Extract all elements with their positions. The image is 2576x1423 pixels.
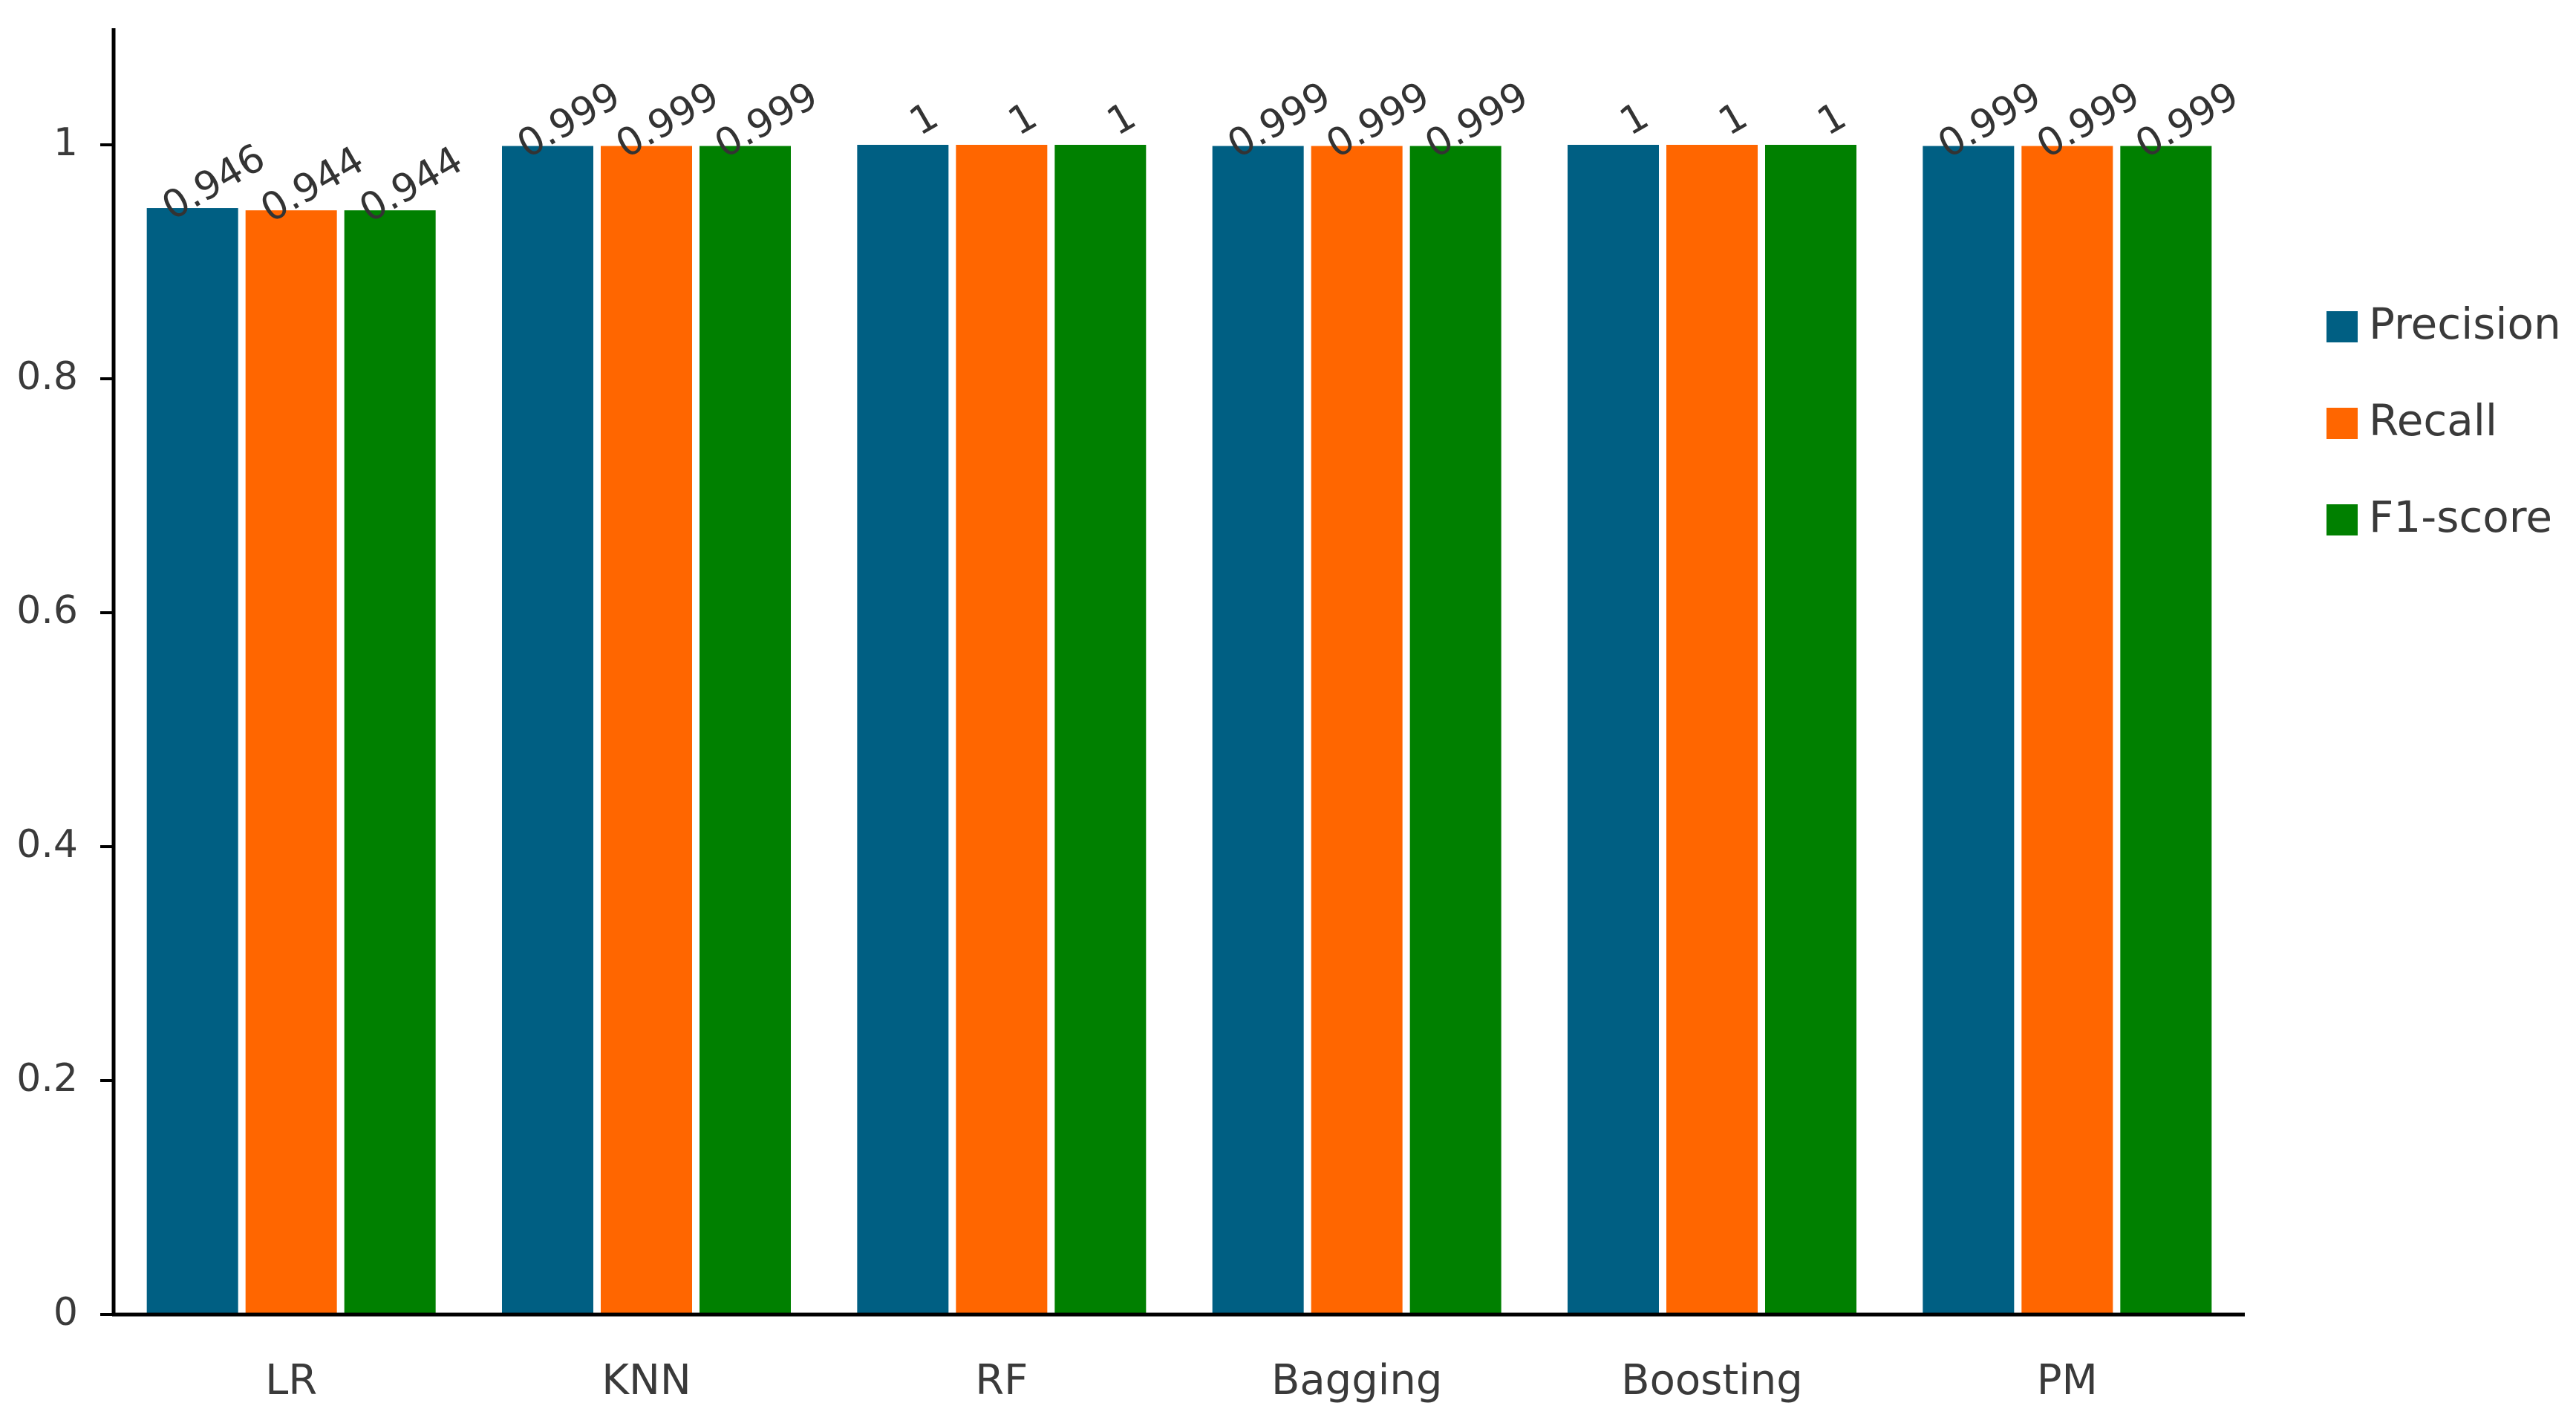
data-label-boosting-f1-score: 1 xyxy=(1810,94,1854,145)
bar-bagging-precision xyxy=(1212,146,1304,1315)
bar-lr-recall xyxy=(245,210,337,1315)
x-tick-label-lr: LR xyxy=(265,1356,317,1404)
bar-boosting-precision xyxy=(1568,145,1659,1315)
legend-swatch-recall xyxy=(2326,408,2358,439)
bar-boosting-recall xyxy=(1666,145,1758,1315)
x-tick-label-rf: RF xyxy=(975,1356,1028,1404)
x-tick-label-knn: KNN xyxy=(601,1356,691,1404)
y-tick-label: 0.2 xyxy=(16,1056,78,1101)
bar-bagging-recall xyxy=(1311,146,1403,1315)
bar-knn-recall xyxy=(601,146,692,1315)
bar-knn-f1-score xyxy=(700,146,791,1315)
data-label-rf-f1-score: 1 xyxy=(1100,94,1144,145)
x-labels-group: LR KNN RF Bagging Boosting PM xyxy=(265,1356,2098,1404)
data-label-boosting-precision: 1 xyxy=(1613,94,1657,145)
bar-pm-recall xyxy=(2021,146,2113,1315)
bar-lr-precision xyxy=(146,208,238,1315)
bar-bagging-f1-score xyxy=(1409,146,1501,1315)
bar-rf-precision xyxy=(857,145,949,1315)
axes-group xyxy=(111,28,2245,1317)
x-tick-label-boosting: Boosting xyxy=(1621,1356,1803,1404)
legend-label-precision: Precision xyxy=(2369,299,2561,349)
bar-boosting-f1-score xyxy=(1765,145,1856,1315)
y-tick-label: 1 xyxy=(53,120,78,165)
bar-lr-f1-score xyxy=(344,210,436,1315)
x-tick-label-pm: PM xyxy=(2037,1356,2098,1404)
data-label-rf-precision: 1 xyxy=(902,94,946,145)
bar-rf-recall xyxy=(956,145,1048,1315)
legend: Precision Recall F1-score xyxy=(2326,299,2561,542)
legend-swatch-precision xyxy=(2326,311,2358,342)
bar-rf-f1-score xyxy=(1054,145,1147,1315)
y-ticks-group: 0 0.2 0.4 0.6 0.8 1 xyxy=(16,120,114,1335)
bar-pm-f1-score xyxy=(2120,146,2212,1315)
x-tick-label-bagging: Bagging xyxy=(1271,1356,1442,1404)
legend-label-f1-score: F1-score xyxy=(2369,492,2552,542)
bars-group xyxy=(146,145,2212,1315)
bar-pm-precision xyxy=(1923,146,2015,1315)
y-tick-label: 0 xyxy=(53,1290,78,1335)
legend-label-recall: Recall xyxy=(2369,395,2497,446)
y-tick-label: 0.8 xyxy=(16,354,78,399)
legend-swatch-f1-score xyxy=(2326,504,2358,535)
y-tick-label: 0.4 xyxy=(16,822,78,867)
data-label-rf-recall: 1 xyxy=(1001,94,1045,145)
bar-knn-precision xyxy=(502,146,593,1315)
y-tick-label: 0.6 xyxy=(16,588,78,633)
data-label-boosting-recall: 1 xyxy=(1712,94,1755,145)
